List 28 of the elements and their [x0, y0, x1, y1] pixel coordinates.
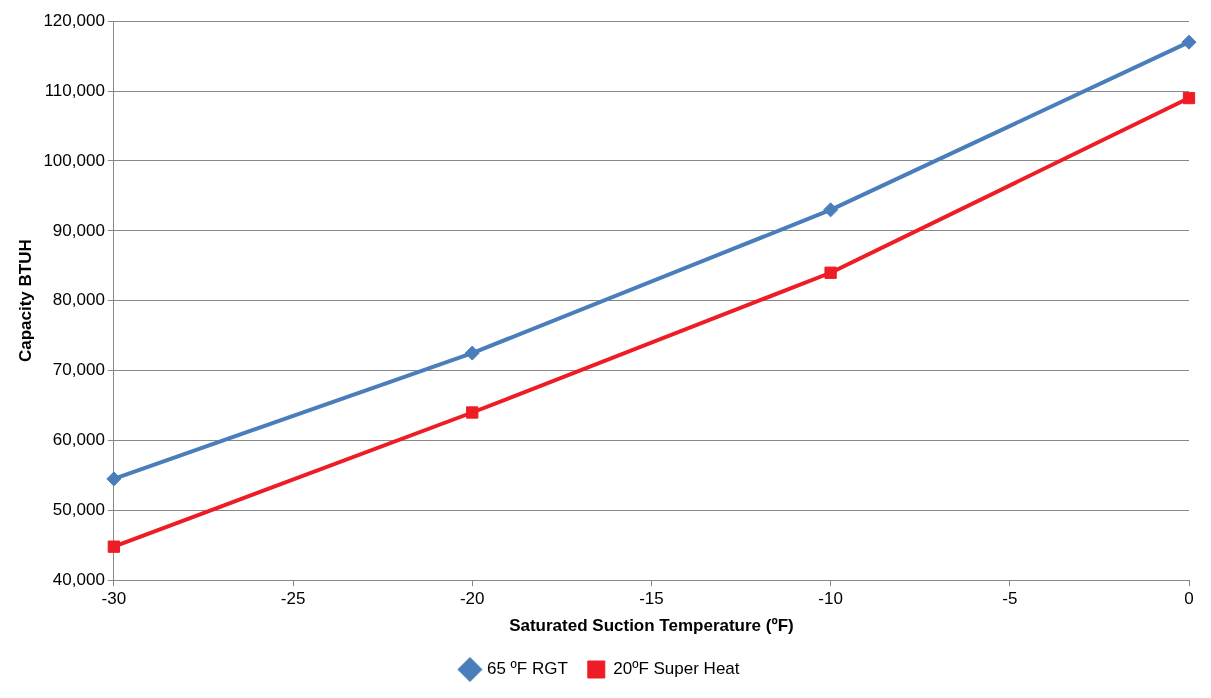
y-tick-label: 90,000: [52, 220, 105, 240]
y-tick-label: 60,000: [52, 430, 105, 450]
x-axis-title: Saturated Suction Temperature (ºF): [509, 616, 794, 636]
legend-label: 20ºF Super Heat: [613, 659, 740, 679]
point: [106, 471, 122, 487]
point: [107, 540, 121, 553]
y-tick-label: 70,000: [52, 360, 105, 380]
y-tick-label: 50,000: [52, 500, 105, 520]
y-tick-label: 100,000: [43, 150, 105, 170]
y-tick-label: 80,000: [52, 290, 105, 310]
point: [824, 266, 837, 279]
point: [1182, 91, 1196, 105]
point: [823, 202, 839, 218]
x-tick-label: -30: [101, 589, 127, 609]
x-tick-label: -25: [280, 589, 306, 609]
y-tick-label: 120,000: [43, 10, 105, 30]
x-tick-label: -5: [1002, 589, 1018, 609]
y-tick-label: 40,000: [52, 569, 105, 589]
x-tick-label: -20: [459, 589, 485, 609]
legend-label: 65 ºF RGT: [486, 659, 568, 679]
x-tick-label: 0: [1184, 589, 1194, 609]
y-axis-title: Capacity BTUH: [15, 239, 35, 363]
point: [466, 406, 479, 419]
point: [464, 345, 480, 361]
x-tick-label: -10: [818, 589, 843, 609]
y-tick-label: 110,000: [44, 80, 105, 100]
x-tick-label: -15: [639, 589, 664, 609]
point: [1181, 34, 1197, 50]
